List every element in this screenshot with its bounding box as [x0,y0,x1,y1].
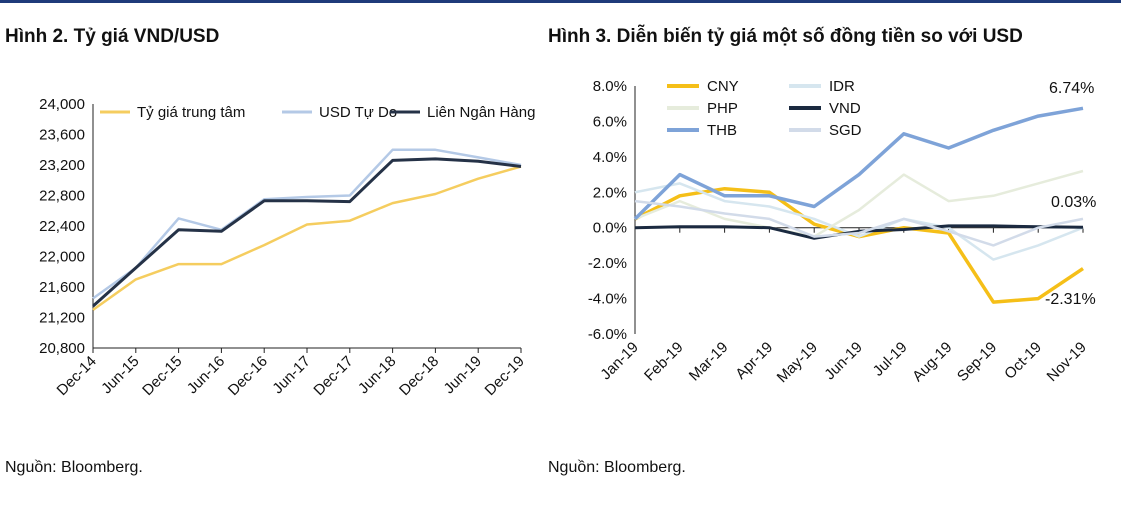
x-tick-label: Apr-19 [732,339,776,383]
x-tick-label: Mar-19 [686,339,732,385]
left-chart-title: Hình 2. Tỷ giá VND/USD [5,26,220,47]
value-annotation: -2.31% [1045,291,1096,308]
right-chart-title: Hình 3. Diễn biến tỷ giá một số đồng tiề… [548,26,1023,47]
value-annotation: 0.03% [1051,194,1096,211]
y-tick-label: 8.0% [593,78,627,95]
series-line-idr [634,182,1084,261]
x-tick-label: Jun-19 [441,353,485,397]
x-tick-label: Jun-19 [821,339,865,383]
x-tick-label: Dec-16 [225,353,271,399]
x-tick-label: Jun-18 [355,353,399,397]
x-tick-label: Nov-19 [1044,339,1090,385]
y-tick-label: 6.0% [593,113,627,130]
x-tick-label: Dec-19 [482,353,528,399]
x-tick-label: Jul-19 [870,339,911,380]
legend-label: VND [829,100,861,117]
x-tick-label: Aug-19 [909,339,955,385]
y-tick-label: 24,000 [39,96,85,113]
series-line-cny [634,186,1084,304]
x-tick-label: Dec-18 [396,353,442,399]
value-annotation: 6.74% [1049,80,1094,97]
y-tick-label: 22,000 [39,249,85,266]
legend-label: Tỷ giá trung tâm [137,104,245,121]
legend-label: USD Tự Do [319,104,397,121]
x-tick-label: Jun-15 [98,353,142,397]
series-line-t-gi-trung-t-m [92,165,522,311]
y-tick-label: 22,800 [39,188,85,205]
x-tick-label: Oct-19 [1001,339,1045,383]
y-tick-label: 22,400 [39,218,85,235]
series-line-usd-t-do [92,148,522,300]
series-line-sgd [634,199,1084,247]
series-line-thb [633,106,1084,221]
legend-label: PHP [707,100,738,117]
x-tick-label: Sep-19 [954,339,1000,385]
vnd-usd-chart: 24,000 23,600 23,200 22,800 22,400 22,000 21,6… [39,96,535,399]
legend-label: CNY [707,78,739,95]
y-tick-label: 21,600 [39,279,85,296]
y-tick-label: 0.0% [593,220,627,237]
x-tick-label: Jan-19 [597,339,641,383]
right-chart-source: Nguồn: Bloomberg. [548,459,686,476]
x-tick-label: Jun-17 [269,353,313,397]
legend-label: Liên Ngân Hàng [427,104,535,121]
legend-label: SGD [829,122,862,139]
x-tick-label: Feb-19 [641,339,687,385]
x-tick-label: Dec-17 [310,353,356,399]
y-tick-label: 4.0% [593,149,627,166]
y-tick-label: 23,200 [39,157,85,174]
y-tick-label: 21,200 [39,310,85,327]
currency-change-chart: 8.0% 6.0% 4.0% 2.0% 0.0% -2.0% -4.0% -6.0%Jan-1… [588,78,1097,386]
y-tick-label: 23,600 [39,127,85,144]
y-tick-label: -6.0% [588,326,627,343]
y-tick-label: -2.0% [588,255,627,272]
x-tick-label: Dec-14 [54,353,100,399]
series-line-php [634,169,1084,238]
y-tick-label: -4.0% [588,291,627,308]
legend-label: THB [707,122,737,139]
y-tick-label: 2.0% [593,184,627,201]
x-tick-label: Jun-16 [184,353,228,397]
legend-label: IDR [829,78,855,95]
series-line-vnd [634,224,1084,240]
left-chart-source: Nguồn: Bloomberg. [5,459,143,476]
x-tick-label: May-19 [774,339,821,386]
y-tick-label: 20,800 [39,340,85,357]
series-line-li-n-ng-n-h-ng [92,157,522,308]
header-rule [0,0,1121,3]
x-tick-label: Dec-15 [139,353,185,399]
